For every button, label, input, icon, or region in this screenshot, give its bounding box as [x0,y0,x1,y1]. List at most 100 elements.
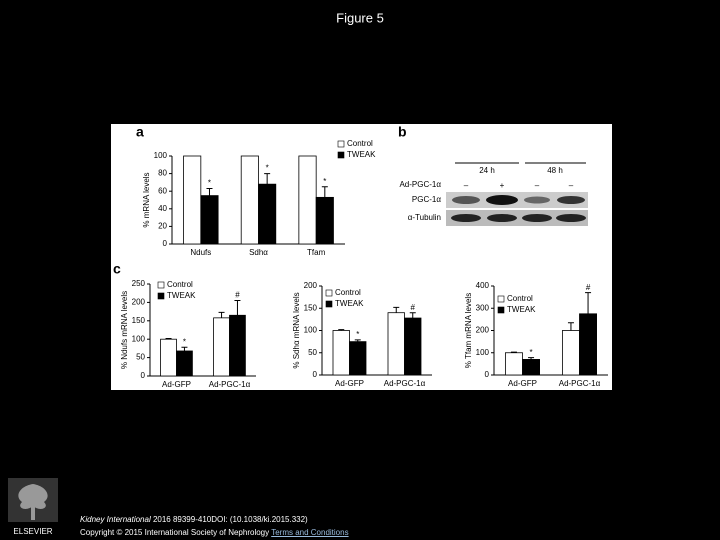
error-bar [206,188,213,196]
legend-label: Control [335,288,361,297]
y-tick-label: 200 [304,281,318,290]
y-tick-label: 100 [304,326,318,335]
y-tick-label: 150 [132,316,146,325]
y-tick-label: 200 [476,326,490,335]
bar [562,330,580,376]
y-tick-label: 80 [158,169,167,178]
significance-mark: # [235,291,240,300]
blot-band [487,214,517,222]
y-tick-label: 50 [136,353,145,362]
bar [404,317,422,376]
bar [200,195,219,245]
lane-label: – [464,181,469,190]
y-tick-label: 300 [476,303,490,312]
significance-mark: * [183,337,186,346]
legend-swatch [337,140,345,148]
error-bar [567,322,574,331]
x-tick-label: Sdhα [249,248,268,257]
blot-row-label: PGC-1α [412,195,441,204]
blot-band [522,214,552,222]
copyright: Copyright © 2015 International Society o… [80,528,270,537]
y-axis-label: % Tfam mRNA levels [464,293,473,368]
logo-tree [18,484,48,520]
x-tick-label: Ad-GFP [162,380,191,389]
bar [240,155,259,245]
significance-mark: * [266,164,269,173]
y-tick-label: 100 [476,348,490,357]
significance-mark: # [411,303,416,312]
significance-mark: * [529,348,532,357]
legend-swatch [157,292,165,300]
significance-mark: * [323,177,326,186]
error-bar [264,173,271,185]
bar [176,350,193,377]
lane-label: – [535,181,540,190]
significance-mark: * [208,179,211,188]
error-bar [218,311,225,318]
significance-mark: * [356,330,359,339]
publisher-name: ELSEVIER [13,527,52,536]
x-tick-label: Ad-GFP [335,379,364,388]
error-bar [528,357,535,360]
error-bar [321,186,328,198]
lane-label: + [500,181,505,190]
error-bar [181,346,188,351]
error-bar [234,300,241,316]
bar [349,341,367,376]
y-tick-label: 100 [132,334,146,343]
error-bar [409,312,416,319]
y-tick-label: 0 [163,239,168,248]
timepoint: 48 h [547,166,563,175]
terms-link[interactable]: Terms and Conditions [271,528,349,537]
y-axis-label: % Ndufs mRNA levels [120,291,129,369]
bar [213,317,230,377]
legend-label: TWEAK [347,150,376,159]
bar [332,330,350,376]
legend-label: TWEAK [335,299,364,308]
lane-label: – [569,181,574,190]
y-tick-label: 100 [154,151,168,160]
y-tick-label: 0 [485,370,490,379]
x-tick-label: Ad-PGC-1α [384,379,426,388]
error-bar [510,351,517,353]
error-bar [354,339,361,342]
panel-label: c [113,261,121,277]
x-tick-label: Ad-GFP [508,379,537,388]
legend-swatch [325,300,333,308]
legend-swatch [497,306,505,314]
legend-swatch [157,281,165,289]
error-bar [338,329,345,331]
x-tick-label: Tfam [307,248,326,257]
timepoint: 24 h [479,166,495,175]
error-bar [393,306,400,313]
y-tick-label: 250 [132,279,146,288]
slide-title: Figure 5 [336,10,384,25]
blot-band [557,196,585,204]
legend-label: TWEAK [507,305,536,314]
blot-band [556,214,586,222]
y-tick-label: 200 [132,298,146,307]
blot-treatment: Ad-PGC-1α [399,180,441,189]
x-tick-label: Ad-PGC-1α [209,380,251,389]
y-tick-label: 60 [158,186,167,195]
citation-text: 2016 89399-410DOI: (10.1038/ki.2015.332) [150,515,308,524]
blot-band [451,214,481,222]
y-tick-label: 20 [158,222,167,231]
legend-label: Control [507,294,533,303]
legend-swatch [325,289,333,297]
y-tick-label: 0 [313,370,318,379]
panel-label: b [398,124,407,140]
bar [258,183,277,245]
y-tick-label: 50 [308,348,317,357]
legend-swatch [337,151,345,159]
bar [387,312,405,376]
legend-swatch [497,295,505,303]
legend-label: TWEAK [167,291,196,300]
citation: Kidney International 2016 89399-410DOI: … [80,515,308,524]
copyright-line: Copyright © 2015 International Society o… [80,528,349,537]
y-tick-label: 400 [476,281,490,290]
blot-band [524,196,550,204]
blot-band [452,196,480,204]
